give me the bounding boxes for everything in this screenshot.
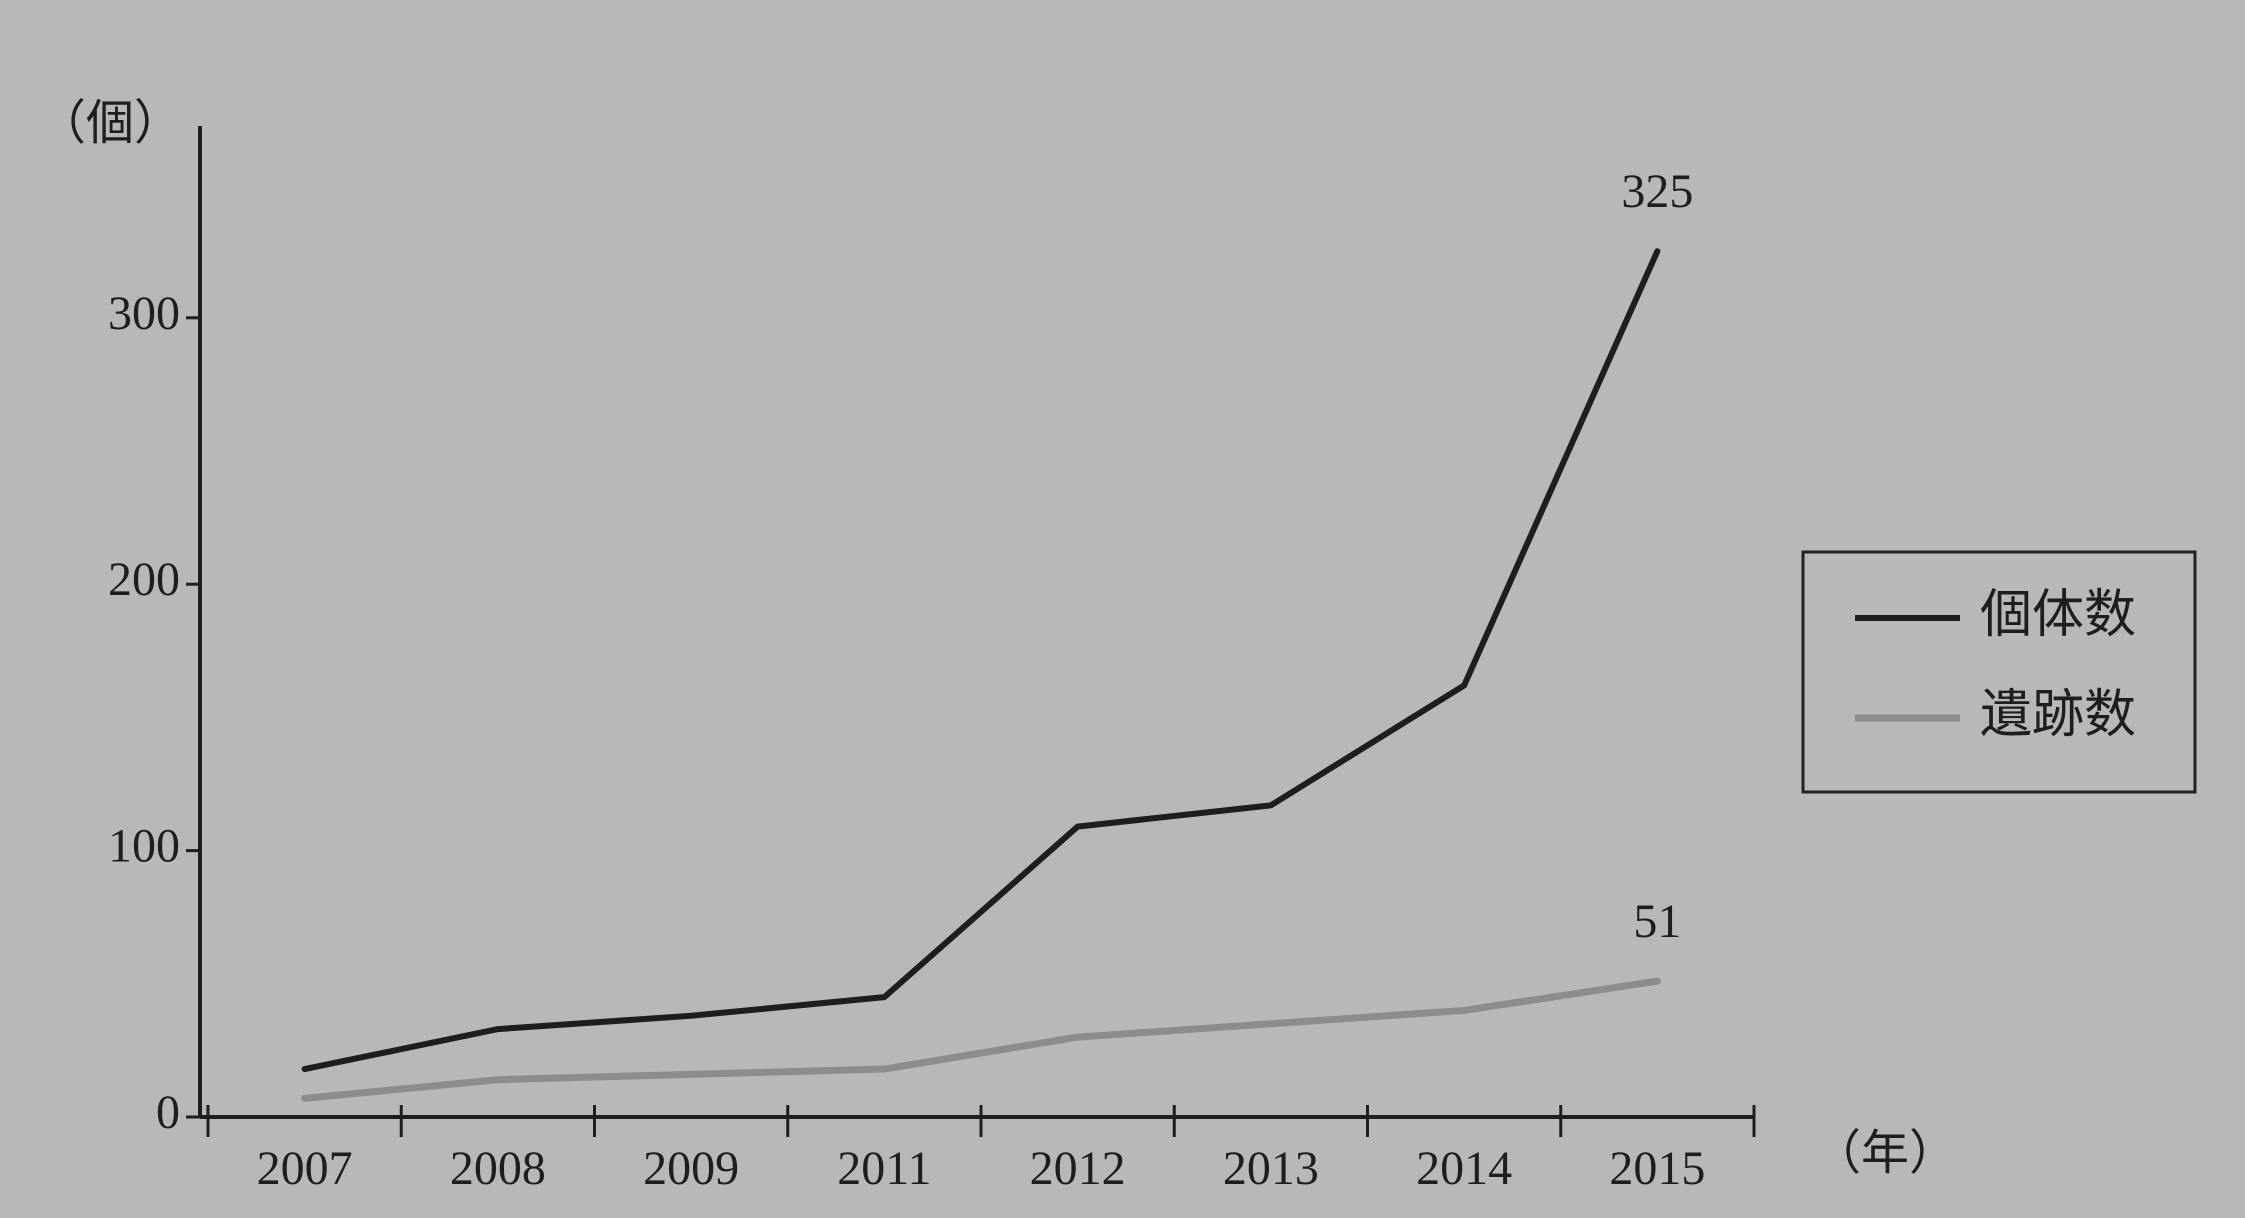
- x-tick-label: 2014: [1416, 1142, 1512, 1195]
- y-tick-label: 0: [156, 1086, 180, 1139]
- value-label: 51: [1633, 895, 1681, 948]
- x-tick-label: 2013: [1223, 1142, 1319, 1195]
- y-axis-label: （個）: [38, 97, 182, 150]
- y-tick-label: 200: [108, 553, 180, 606]
- legend-label: 個体数: [1980, 585, 2136, 645]
- value-label: 325: [1621, 165, 1693, 218]
- x-tick-label: 2008: [450, 1142, 546, 1195]
- x-axis-label: （年）: [1813, 1127, 1957, 1180]
- line: [301, 248, 1661, 1073]
- y-tick-label: 300: [108, 287, 180, 340]
- legend-label: 遺跡数: [1980, 685, 2136, 745]
- x-tick-label: 2015: [1609, 1142, 1705, 1195]
- x-tick-label: 2011: [837, 1142, 931, 1195]
- line: [301, 977, 1661, 1102]
- legend-box: [1801, 550, 2197, 794]
- x-tick-label: 2009: [643, 1142, 739, 1195]
- x-tick-label: 2007: [257, 1142, 353, 1195]
- y-tick-label: 100: [108, 820, 180, 873]
- x-tick-label: 2012: [1030, 1142, 1126, 1195]
